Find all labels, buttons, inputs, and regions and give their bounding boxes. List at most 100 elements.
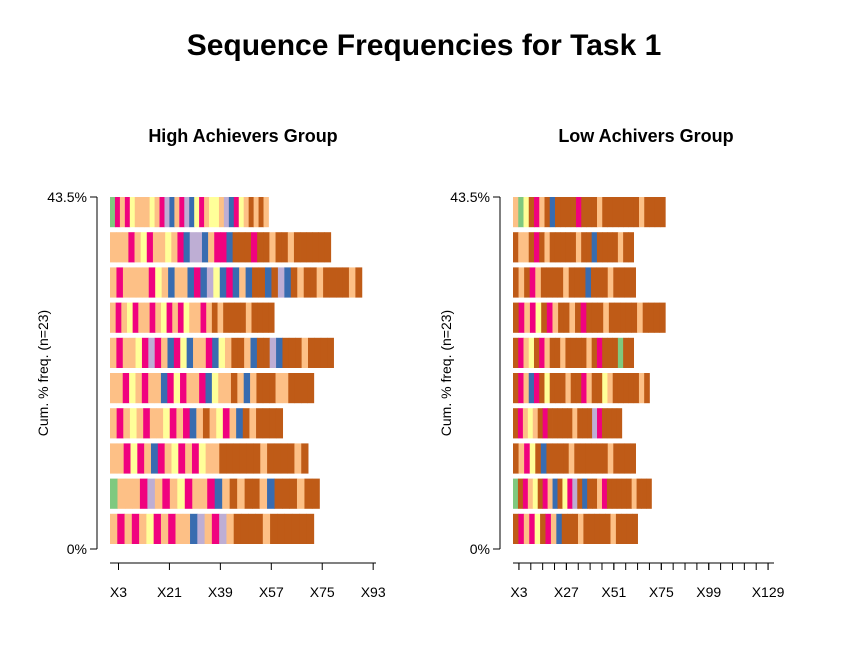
sequence-segment-C [175, 513, 184, 544]
sequence-segment-G [242, 408, 250, 439]
sequence-segment-G [306, 232, 313, 263]
sequence-segment-G [513, 302, 520, 333]
sequence-segment-A [518, 197, 524, 228]
sequence-segment-G [563, 443, 570, 474]
sequence-segment-C [565, 373, 572, 404]
sequence-segment-G [630, 443, 636, 474]
sequence-bar-2 [110, 232, 332, 263]
sequence-segment-C [159, 232, 166, 263]
sequence-segment-C [161, 337, 168, 368]
sequence-segment-G [558, 302, 565, 333]
sequence-segment-G [570, 232, 577, 263]
sequence-segment-G [592, 478, 598, 509]
sequence-segment-C [189, 302, 196, 333]
sequence-segment-G [262, 408, 270, 439]
sequence-segment-C [139, 513, 147, 544]
sequence-segment-G [582, 408, 588, 439]
sequence-segment-B [189, 232, 197, 263]
sequence-segment-D [149, 197, 155, 228]
sequence-segment-C [164, 443, 172, 474]
sequence-segment-C [123, 408, 131, 439]
sequence-segment-C [217, 302, 224, 333]
sequence-segment-C [523, 337, 530, 368]
sequence-segment-C [199, 478, 208, 509]
sequence-segment-C [136, 408, 144, 439]
sequence-segment-B [219, 513, 227, 544]
sequence-segment-E [205, 373, 213, 404]
x-tick-label: X3 [510, 584, 527, 600]
sequence-segment-E [552, 478, 558, 509]
sequence-segment-G [291, 513, 300, 544]
sequence-segment-G [282, 337, 290, 368]
sequence-segment-F [123, 443, 131, 474]
sequence-segment-G [547, 408, 553, 439]
sequence-segment-G [228, 302, 235, 333]
sequence-segment-G [570, 373, 577, 404]
sequence-segment-F [177, 302, 184, 333]
sequence-segment-G [244, 232, 252, 263]
sequence-segment-C [176, 408, 184, 439]
sequence-segment-C [116, 443, 125, 474]
sequence-segment-F [200, 302, 207, 333]
sequence-segment-G [281, 232, 289, 263]
sequence-segment-E [236, 408, 244, 439]
sequence-bar-5 [513, 337, 635, 368]
sequence-segment-F [115, 302, 122, 333]
sequence-segment-C [243, 197, 250, 228]
sequence-segment-B [147, 478, 156, 509]
sequence-bar-2 [513, 232, 635, 263]
sequence-segment-F [149, 302, 156, 333]
sequence-segment-G [623, 232, 629, 263]
sequence-segment-C [169, 478, 178, 509]
sequence-segment-G [219, 443, 227, 474]
sequence-segment-F [251, 232, 258, 263]
sequence-segment-G [614, 302, 621, 333]
sequence-segment-F [205, 337, 213, 368]
sequence-segment-F [114, 197, 121, 228]
sequence-segment-G [616, 408, 623, 439]
sequence-segment-G [586, 197, 593, 228]
sequence-segment-C [237, 478, 246, 509]
sequence-segment-F [211, 513, 220, 544]
sequence-segment-C [575, 232, 582, 263]
sequence-segment-C [547, 478, 553, 509]
sequence-segment-G [588, 513, 595, 544]
sequence-segment-C [610, 513, 617, 544]
sequence-bar-3 [110, 267, 363, 298]
sequence-segment-E [219, 267, 227, 298]
sequence-segment-C [631, 478, 637, 509]
sequence-segment-G [539, 232, 545, 263]
sequence-segment-F [154, 337, 162, 368]
sequence-segment-D [535, 302, 542, 333]
sequence-segment-G [596, 373, 603, 404]
sequence-segment-G [552, 443, 558, 474]
x-ticks-high: X3 X21 X39 X57 X75 X93 [110, 563, 386, 600]
sequence-segment-G [560, 373, 566, 404]
sequence-segment-G [586, 302, 593, 333]
sequence-segment-D [129, 408, 137, 439]
sequence-segment-C [296, 478, 305, 509]
sequence-segment-C [287, 232, 295, 263]
sequence-segment-C [518, 267, 525, 298]
sequence-segment-E [212, 337, 219, 368]
sequence-segment-C [597, 478, 603, 509]
sequence-segment-F [169, 408, 177, 439]
sequence-segment-C [229, 408, 237, 439]
sequence-segment-E [200, 267, 208, 298]
sequence-segment-G [596, 443, 603, 474]
sequence-segment-E [150, 443, 159, 474]
sequence-segment-C [110, 373, 117, 404]
sequence-segment-C [149, 408, 157, 439]
sequence-segment-G [323, 267, 330, 298]
sequence-segment-B [277, 267, 285, 298]
sequence-segment-F [179, 197, 185, 228]
sequence-segment-G [284, 513, 293, 544]
sequence-segment-D [180, 337, 188, 368]
sequence-segment-F [529, 302, 536, 333]
sequence-segment-G [628, 232, 635, 263]
sequence-segment-G [575, 337, 582, 368]
sequence-segment-G [277, 513, 286, 544]
sequence-segment-F [166, 302, 173, 333]
sequence-segment-D [126, 302, 134, 333]
sequence-segment-G [528, 232, 535, 263]
